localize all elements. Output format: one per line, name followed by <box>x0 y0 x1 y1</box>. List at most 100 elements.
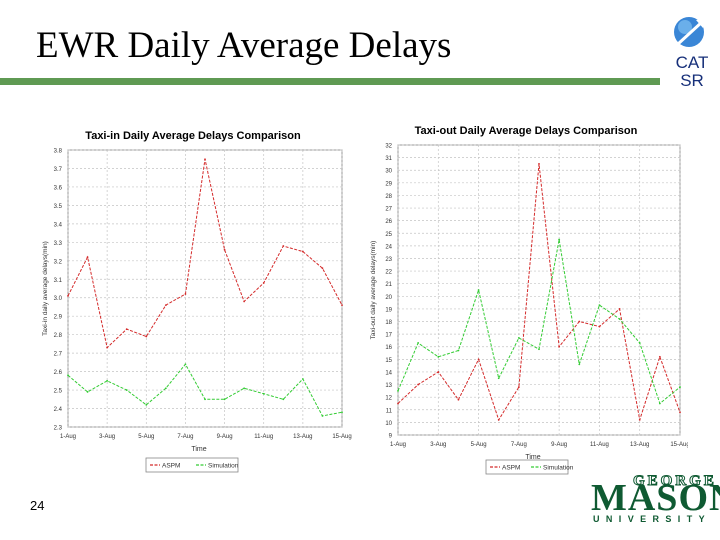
data-point-aspm <box>477 358 480 361</box>
y-tick-label: 2.4 <box>54 407 63 413</box>
y-tick-label: 2.3 <box>54 426 63 432</box>
y-tick-label: 15 <box>385 358 392 364</box>
y-tick-label: 3.4 <box>54 222 63 228</box>
y-tick-label: 3.0 <box>54 296 63 302</box>
data-point-simulation <box>497 377 500 380</box>
gmu-mason-text: MASON <box>591 477 720 519</box>
data-point-simulation <box>618 318 621 320</box>
y-tick-label: 2.7 <box>54 352 63 358</box>
y-tick-label: 17 <box>385 333 392 339</box>
chart-title: Taxi-in Daily Average Delays Comparison <box>85 130 301 142</box>
data-point-simulation <box>282 398 285 401</box>
data-point-aspm <box>282 245 285 247</box>
data-point-aspm <box>86 256 89 259</box>
data-point-simulation <box>301 378 304 380</box>
legend-label: Simulation <box>543 465 574 472</box>
y-tick-label: 24 <box>385 244 392 250</box>
x-tick-label: 9-Aug <box>217 434 233 440</box>
gmu-george-text: GEORGE <box>633 473 717 490</box>
data-point-simulation <box>578 363 581 366</box>
y-tick-label: 22 <box>385 270 392 276</box>
data-point-simulation <box>86 391 89 393</box>
data-point-simulation <box>106 379 109 382</box>
data-point-simulation <box>125 389 128 391</box>
data-point-simulation <box>164 387 167 390</box>
data-point-aspm <box>558 345 561 348</box>
data-point-aspm <box>679 411 681 414</box>
chart-title: Taxi-out Daily Average Delays Comparison <box>415 125 638 137</box>
data-point-aspm <box>457 398 460 401</box>
data-point-aspm <box>106 346 109 349</box>
y-tick-label: 28 <box>385 194 392 200</box>
data-point-simulation <box>658 402 661 405</box>
y-tick-label: 19 <box>385 307 392 313</box>
y-tick-label: 2.5 <box>54 389 63 395</box>
y-tick-label: 29 <box>385 181 392 187</box>
y-tick-label: 3.1 <box>54 278 63 284</box>
x-tick-label: 7-Aug <box>177 434 193 440</box>
taxi-out-chart: Taxi-out Daily Average Delays Comparison… <box>370 125 688 475</box>
data-point-aspm <box>301 250 304 253</box>
page-title: EWR Daily Average Delays <box>36 25 452 66</box>
y-tick-label: 2.9 <box>54 315 63 321</box>
data-point-aspm <box>223 248 226 251</box>
y-tick-label: 23 <box>385 257 392 263</box>
y-tick-label: 9 <box>389 434 393 440</box>
data-point-aspm <box>417 383 420 386</box>
data-point-simulation <box>341 411 343 414</box>
data-point-simulation <box>538 348 540 351</box>
data-point-aspm <box>658 355 661 358</box>
globe-icon <box>674 17 706 47</box>
x-tick-label: 11-Aug <box>254 434 273 440</box>
title-divider <box>0 78 660 85</box>
y-tick-label: 3.7 <box>54 167 63 173</box>
legend-label: ASPM <box>162 463 180 470</box>
data-point-aspm <box>67 294 69 297</box>
data-point-aspm <box>243 300 246 303</box>
y-tick-label: 2.6 <box>54 370 63 376</box>
data-point-simulation <box>558 238 561 241</box>
x-tick-label: 9-Aug <box>551 442 567 448</box>
data-point-simulation <box>321 415 324 417</box>
catsr-logo: CAT SR <box>668 12 716 94</box>
data-point-simulation <box>67 374 69 377</box>
plot-area <box>397 144 681 436</box>
y-tick-label: 12 <box>385 396 392 402</box>
data-point-aspm <box>321 267 324 270</box>
data-point-aspm <box>578 320 581 323</box>
x-tick-label: 5-Aug <box>138 434 154 440</box>
data-point-aspm <box>538 163 540 165</box>
y-tick-label: 14 <box>385 370 392 376</box>
data-point-aspm <box>164 304 167 307</box>
y-tick-label: 30 <box>385 169 392 175</box>
y-tick-label: 3.5 <box>54 204 63 210</box>
data-point-aspm <box>437 371 440 373</box>
data-point-simulation <box>598 304 601 307</box>
legend-box <box>485 459 569 475</box>
data-point-aspm <box>204 158 206 161</box>
logo-line-1: CAT <box>675 53 709 72</box>
gmu-logo: GEORGE MASON UNIVERSITY <box>585 472 720 532</box>
legend-label: Simulation <box>208 463 239 470</box>
logo-line-2: SR <box>680 71 704 90</box>
data-point-simulation <box>417 342 420 344</box>
x-tick-label: 7-Aug <box>511 442 527 448</box>
x-tick-label: 1-Aug <box>60 434 76 440</box>
data-point-aspm <box>145 335 148 338</box>
y-tick-label: 27 <box>385 207 392 213</box>
y-tick-label: 32 <box>385 144 392 150</box>
data-point-aspm <box>262 282 265 284</box>
y-tick-label: 18 <box>385 320 392 326</box>
x-tick-label: 15-Aug <box>670 442 688 448</box>
y-tick-label: 3.3 <box>54 241 63 247</box>
y-tick-label: 31 <box>385 156 392 162</box>
data-point-simulation <box>517 337 520 339</box>
x-tick-label: 13-Aug <box>630 442 649 448</box>
y-tick-label: 3.6 <box>54 185 63 191</box>
data-point-aspm <box>618 308 621 310</box>
data-point-aspm <box>341 304 343 307</box>
gmu-university-text: UNIVERSITY <box>593 514 712 524</box>
y-tick-label: 13 <box>385 383 392 389</box>
y-tick-label: 3.8 <box>54 149 63 155</box>
data-point-aspm <box>125 328 128 331</box>
